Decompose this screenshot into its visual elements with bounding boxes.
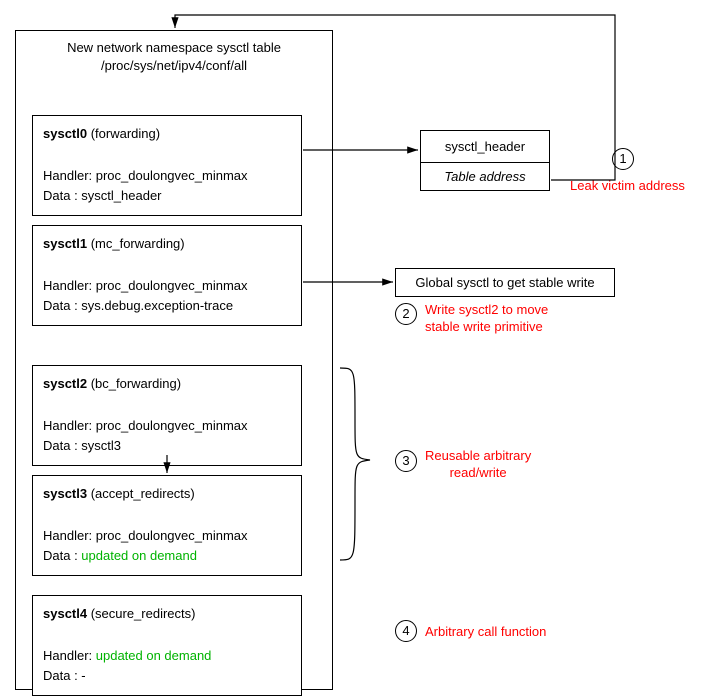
sysctl2-handler-label: Handler: — [43, 418, 96, 433]
sysctl3-paren: (accept_redirects) — [87, 486, 195, 501]
sysctl1-box: sysctl1 (mc_forwarding) Handler: proc_do… — [32, 225, 302, 326]
container-title: New network namespace sysctl table /proc… — [16, 31, 332, 79]
sysctl2-box: sysctl2 (bc_forwarding) Handler: proc_do… — [32, 365, 302, 466]
step4-label: Arbitrary call function — [425, 624, 546, 641]
title-line1: New network namespace sysctl table — [67, 40, 281, 55]
step1-num: 1 — [619, 151, 626, 166]
header-title: sysctl_header — [421, 131, 549, 162]
sysctl0-name: sysctl0 — [43, 126, 87, 141]
sysctl0-handler-label: Handler: — [43, 168, 96, 183]
global-sysctl-box: Global sysctl to get stable write — [395, 268, 615, 297]
sysctl4-handler-label: Handler: — [43, 648, 96, 663]
step3-circle: 3 — [395, 450, 417, 472]
sysctl4-data-label: Data : — [43, 668, 81, 683]
sysctl3-name: sysctl3 — [43, 486, 87, 501]
step4-circle: 4 — [395, 620, 417, 642]
title-line2: /proc/sys/net/ipv4/conf/all — [101, 58, 247, 73]
sysctl0-handler-val: proc_doulongvec_minmax — [96, 168, 248, 183]
sysctl4-box: sysctl4 (secure_redirects) Handler: upda… — [32, 595, 302, 696]
sysctl2-name: sysctl2 — [43, 376, 87, 391]
sysctl1-handler-val: proc_doulongvec_minmax — [96, 278, 248, 293]
sysctl3-handler-label: Handler: — [43, 528, 96, 543]
sysctl2-handler-val: proc_doulongvec_minmax — [96, 418, 248, 433]
header-sub: Table address — [421, 162, 549, 190]
sysctl1-data-label: Data : — [43, 298, 81, 313]
global-text: Global sysctl to get stable write — [415, 275, 594, 290]
step2-num: 2 — [402, 306, 409, 321]
sysctl0-paren: (forwarding) — [87, 126, 160, 141]
step3-num: 3 — [402, 453, 409, 468]
sysctl2-paren: (bc_forwarding) — [87, 376, 181, 391]
step1-circle: 1 — [612, 148, 634, 170]
step4-num: 4 — [402, 623, 409, 638]
sysctl1-handler-label: Handler: — [43, 278, 96, 293]
sysctl4-data-val: - — [81, 668, 85, 683]
sysctl1-data-val: sys.debug.exception-trace — [81, 298, 233, 313]
sysctl2-data-label: Data : — [43, 438, 81, 453]
sysctl3-handler-val: proc_doulongvec_minmax — [96, 528, 248, 543]
sysctl4-paren: (secure_redirects) — [87, 606, 195, 621]
step2-label: Write sysctl2 to move stable write primi… — [425, 302, 548, 336]
step2-circle: 2 — [395, 303, 417, 325]
sysctl1-name: sysctl1 — [43, 236, 87, 251]
step3-label: Reusable arbitrary read/write — [425, 448, 531, 482]
sysctl0-data-val: sysctl_header — [81, 188, 161, 203]
sysctl3-data-val: updated on demand — [81, 548, 197, 563]
sysctl0-data-label: Data : — [43, 188, 81, 203]
sysctl1-paren: (mc_forwarding) — [87, 236, 185, 251]
sysctl-header-box: sysctl_header Table address — [420, 130, 550, 191]
sysctl3-data-label: Data : — [43, 548, 81, 563]
sysctl3-box: sysctl3 (accept_redirects) Handler: proc… — [32, 475, 302, 576]
sysctl4-name: sysctl4 — [43, 606, 87, 621]
sysctl0-box: sysctl0 (forwarding) Handler: proc_doulo… — [32, 115, 302, 216]
step1-label: Leak victim address — [570, 178, 685, 195]
sysctl2-data-val: sysctl3 — [81, 438, 121, 453]
sysctl4-handler-val: updated on demand — [96, 648, 212, 663]
